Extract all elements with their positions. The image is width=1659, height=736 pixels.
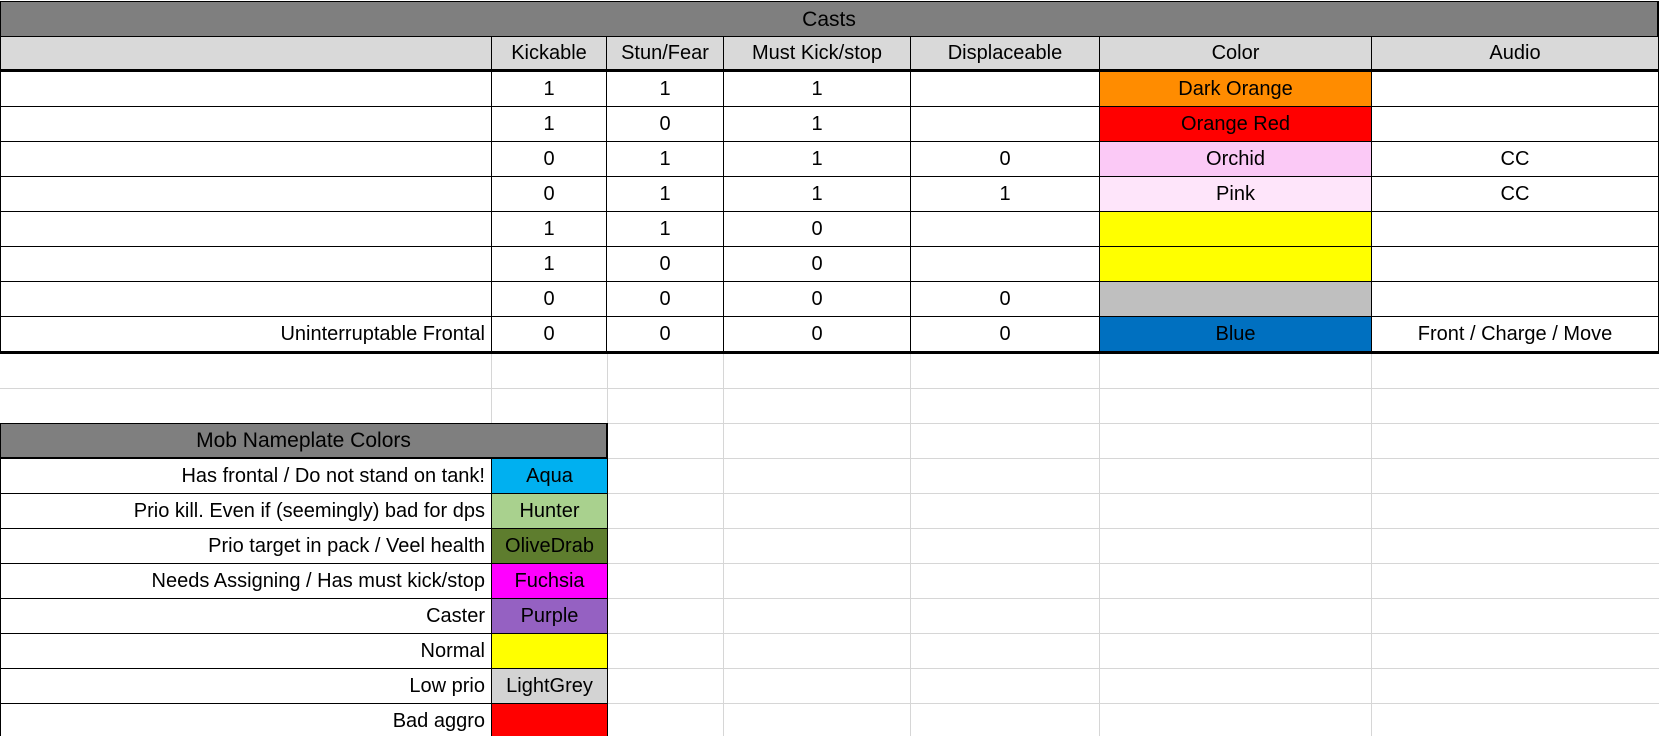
displaceable-cell[interactable]: 1 [911,177,1100,212]
cast-label-cell[interactable] [1,142,492,177]
cast-label-cell[interactable]: Uninterruptable Frontal [1,317,492,352]
casts-header-color[interactable]: Color [1100,37,1372,72]
color-swatch-cell[interactable] [1100,247,1372,282]
audio-cell[interactable] [1372,107,1658,142]
must-kick-cell[interactable]: 1 [724,72,911,107]
audio-cell[interactable]: CC [1372,142,1658,177]
nameplate-swatch-cell[interactable]: OliveDrab [492,529,607,564]
must-kick-cell[interactable]: 1 [724,177,911,212]
audio-cell[interactable] [1372,72,1658,107]
casts-table: Casts Kickable Stun/Fear Must Kick/stop … [0,1,1659,354]
gridline [608,493,1659,494]
nameplate-title: Mob Nameplate Colors [1,424,607,459]
kickable-cell[interactable]: 1 [492,72,607,107]
must-kick-cell[interactable]: 0 [724,247,911,282]
nameplate-swatch-cell[interactable]: Fuchsia [492,564,607,599]
nameplate-label-cell[interactable]: Has frontal / Do not stand on tank! [1,459,492,494]
must-kick-cell[interactable]: 0 [724,282,911,317]
must-kick-cell[interactable]: 1 [724,142,911,177]
kickable-cell[interactable]: 0 [492,142,607,177]
cast-label-cell[interactable] [1,247,492,282]
casts-title: Casts [1,2,1658,37]
cast-label-cell[interactable] [1,72,492,107]
nameplate-label-cell[interactable]: Prio target in pack / Veel health [1,529,492,564]
nameplate-swatch-cell[interactable]: Aqua [492,459,607,494]
casts-header-audio[interactable]: Audio [1372,37,1658,72]
gridline [910,354,911,736]
kickable-cell[interactable]: 1 [492,247,607,282]
displaceable-cell[interactable] [911,72,1100,107]
gridline [1099,354,1100,736]
stun-fear-cell[interactable]: 1 [607,72,724,107]
stun-fear-cell[interactable]: 1 [607,142,724,177]
nameplate-swatch-cell[interactable] [492,634,607,669]
nameplate-label-cell[interactable]: Low prio [1,669,492,704]
gridline [608,598,1659,599]
kickable-cell[interactable]: 1 [492,107,607,142]
audio-cell[interactable] [1372,247,1658,282]
gridline [608,703,1659,704]
audio-cell[interactable]: CC [1372,177,1658,212]
kickable-cell[interactable]: 0 [492,177,607,212]
color-swatch-cell[interactable]: Dark Orange [1100,72,1372,107]
kickable-cell[interactable]: 0 [492,282,607,317]
displaceable-cell[interactable]: 0 [911,317,1100,352]
casts-header-displaceable[interactable]: Displaceable [911,37,1100,72]
gridline [608,423,1659,424]
gridline [608,458,1659,459]
nameplate-swatch-cell[interactable]: LightGrey [492,669,607,704]
displaceable-cell[interactable] [911,247,1100,282]
nameplate-swatch-cell[interactable]: Purple [492,599,607,634]
nameplate-swatch-cell[interactable]: Hunter [492,494,607,529]
displaceable-cell[interactable] [911,212,1100,247]
color-swatch-cell[interactable]: Pink [1100,177,1372,212]
casts-header-kickable[interactable]: Kickable [492,37,607,72]
gridline [608,528,1659,529]
kickable-cell[interactable]: 0 [492,317,607,352]
nameplate-colors-table: Mob Nameplate Colors Has frontal / Do no… [0,423,608,736]
displaceable-cell[interactable]: 0 [911,142,1100,177]
must-kick-cell[interactable]: 0 [724,212,911,247]
kickable-cell[interactable]: 1 [492,212,607,247]
gridline [0,388,1659,389]
audio-cell[interactable]: Front / Charge / Move [1372,317,1658,352]
stun-fear-cell[interactable]: 0 [607,317,724,352]
nameplate-label-cell[interactable]: Normal [1,634,492,669]
casts-header-stun-fear[interactable]: Stun/Fear [607,37,724,72]
stun-fear-cell[interactable]: 0 [607,247,724,282]
gridline [723,354,724,736]
color-swatch-cell[interactable]: Orange Red [1100,107,1372,142]
stun-fear-cell[interactable]: 0 [607,282,724,317]
nameplate-label-cell[interactable]: Prio kill. Even if (seemingly) bad for d… [1,494,492,529]
cast-label-cell[interactable] [1,107,492,142]
must-kick-cell[interactable]: 0 [724,317,911,352]
color-swatch-cell[interactable]: Blue [1100,317,1372,352]
stun-fear-cell[interactable]: 0 [607,107,724,142]
casts-header-blank[interactable] [1,37,492,72]
stun-fear-cell[interactable]: 1 [607,177,724,212]
nameplate-swatch-cell[interactable] [492,704,607,736]
gridline [608,668,1659,669]
cast-label-cell[interactable] [1,282,492,317]
casts-header-must-kick[interactable]: Must Kick/stop [724,37,911,72]
cast-label-cell[interactable] [1,212,492,247]
gridline [1371,354,1372,736]
must-kick-cell[interactable]: 1 [724,107,911,142]
audio-cell[interactable] [1372,212,1658,247]
displaceable-cell[interactable]: 0 [911,282,1100,317]
gridline [608,633,1659,634]
stun-fear-cell[interactable]: 1 [607,212,724,247]
nameplate-label-cell[interactable]: Needs Assigning / Has must kick/stop [1,564,492,599]
color-swatch-cell[interactable]: Orchid [1100,142,1372,177]
cast-label-cell[interactable] [1,177,492,212]
color-swatch-cell[interactable] [1100,212,1372,247]
color-swatch-cell[interactable] [1100,282,1372,317]
audio-cell[interactable] [1372,282,1658,317]
nameplate-label-cell[interactable]: Bad aggro [1,704,492,736]
nameplate-label-cell[interactable]: Caster [1,599,492,634]
gridline [608,563,1659,564]
displaceable-cell[interactable] [911,107,1100,142]
